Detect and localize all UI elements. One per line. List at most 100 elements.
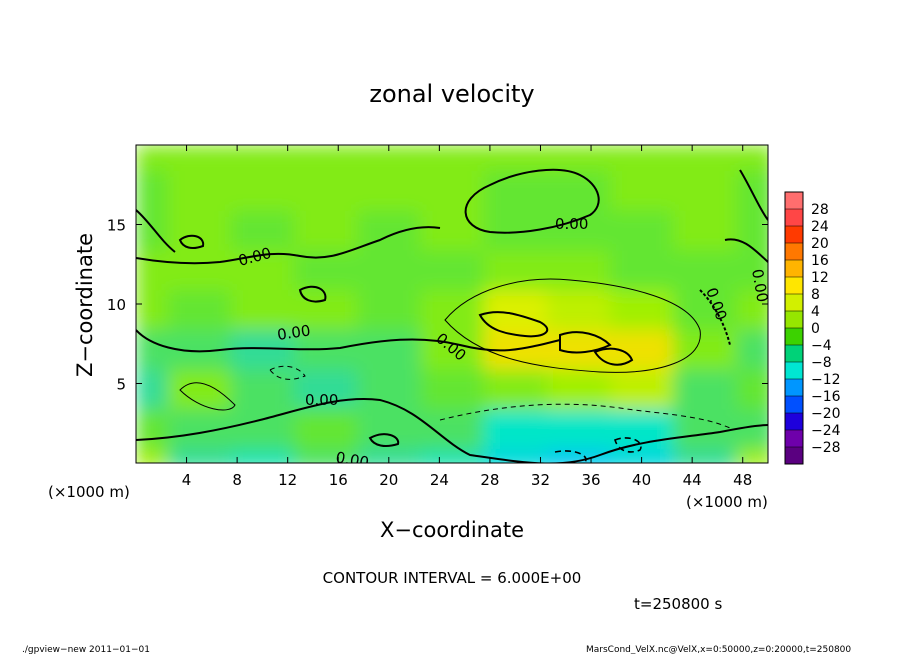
field-cell — [357, 164, 427, 211]
y-tick-label: 5 — [116, 376, 126, 394]
colorbar-swatch — [785, 209, 803, 226]
field-cell — [357, 363, 427, 410]
field-cell — [420, 403, 490, 450]
y-tick-label: 15 — [107, 217, 126, 235]
field-cell — [230, 164, 300, 211]
field-cell — [420, 244, 490, 291]
field-cell — [736, 363, 768, 410]
x-axis-unit: (×1000 m) — [686, 493, 768, 511]
x-tick-label: 40 — [632, 471, 651, 489]
field-cell — [736, 284, 768, 330]
colorbar-swatch — [785, 447, 803, 464]
field-cell — [483, 164, 553, 211]
field-cell — [167, 363, 237, 410]
colorbar-swatch — [785, 379, 803, 396]
x-tick-label: 20 — [379, 471, 398, 489]
x-axis-label: X−coordinate — [380, 518, 524, 542]
colorbar-label: 28 — [811, 202, 829, 218]
time-label: t=250800 s — [634, 595, 722, 613]
colorbar-label: 4 — [811, 304, 820, 320]
colorbar-label: 24 — [811, 219, 829, 235]
field-cell — [136, 204, 174, 251]
field-cell — [167, 204, 237, 251]
x-axis-ticks: 4 8 12 16 20 24 28 32 36 40 44 48 — [182, 145, 752, 489]
y-tick-label: 10 — [107, 296, 126, 314]
colorbar-swatch — [785, 260, 803, 277]
field-cell — [357, 145, 427, 171]
chart-title: zonal velocity — [369, 80, 534, 108]
field-cell — [610, 145, 680, 171]
field-cell — [420, 323, 490, 370]
colorbar-label: 0 — [811, 321, 820, 337]
field-cell — [230, 145, 300, 171]
field-cell — [610, 323, 680, 370]
field-cell — [294, 244, 364, 291]
contour-interval-label: CONTOUR INTERVAL = 6.000E+00 — [323, 569, 582, 587]
field-cell — [610, 403, 680, 450]
field-cell — [610, 244, 680, 291]
contour-label: 0.00 — [276, 321, 312, 343]
field-cell — [673, 244, 743, 291]
colorbar-label: 12 — [811, 270, 829, 286]
field-cell — [420, 284, 490, 330]
field-cell — [230, 244, 300, 291]
colorbar-label: −4 — [811, 338, 832, 354]
colorbar-swatch — [785, 430, 803, 447]
field-cell — [357, 323, 427, 370]
field-cell — [357, 403, 427, 450]
colorbar-label: −24 — [811, 423, 841, 439]
contour-lines — [136, 168, 768, 463]
field-cell — [673, 145, 743, 171]
field-cell — [546, 204, 616, 251]
x-tick-label: 28 — [480, 471, 499, 489]
field-cell — [673, 363, 743, 410]
field-cell — [546, 244, 616, 291]
field-cell — [673, 284, 743, 330]
field-cell — [167, 323, 237, 370]
y-axis-label: Z−coordinate — [73, 233, 97, 377]
field-cell — [483, 403, 553, 450]
field-cell — [230, 403, 300, 450]
colorbar-swatch — [785, 243, 803, 260]
field-cell — [294, 284, 364, 330]
field-cell — [136, 403, 174, 450]
field-cell — [136, 363, 174, 410]
colorbar-swatch — [785, 294, 803, 311]
field-cell — [167, 403, 237, 450]
field-cell — [136, 244, 174, 291]
x-tick-label: 24 — [430, 471, 449, 489]
field-cell — [610, 204, 680, 251]
x-tick-label: 16 — [329, 471, 348, 489]
colorbar-swatch — [785, 311, 803, 328]
contour-label: 0.00 — [555, 215, 588, 233]
field-cell — [673, 403, 743, 450]
field-cell — [673, 323, 743, 370]
field-cell — [420, 363, 490, 410]
field-cell — [136, 284, 174, 330]
colorbar-swatch — [785, 396, 803, 413]
field-cell — [294, 403, 364, 450]
field-cell — [610, 363, 680, 410]
field-cell — [136, 164, 174, 211]
field-cell — [546, 145, 616, 171]
field-cell — [673, 164, 743, 211]
field-cell — [546, 164, 616, 211]
colorbar-label: −16 — [811, 389, 841, 405]
field-cell — [230, 284, 300, 330]
field-cell — [736, 323, 768, 370]
field-cell — [610, 164, 680, 211]
field-cell — [294, 204, 364, 251]
y-axis-ticks: 5 10 15 — [107, 217, 768, 394]
footer-right: MarsCond_VelX.nc@VelX,x=0:50000,z=0:2000… — [586, 645, 851, 654]
field-cell — [167, 284, 237, 330]
field-cell — [136, 145, 174, 171]
field-cell — [610, 284, 680, 330]
y-axis-unit: (×1000 m) — [48, 483, 130, 501]
field-cell — [230, 204, 300, 251]
colorbar-label: 8 — [811, 287, 820, 303]
field-cell — [167, 145, 237, 171]
x-tick-label: 32 — [531, 471, 550, 489]
colorbar-swatch — [785, 413, 803, 430]
